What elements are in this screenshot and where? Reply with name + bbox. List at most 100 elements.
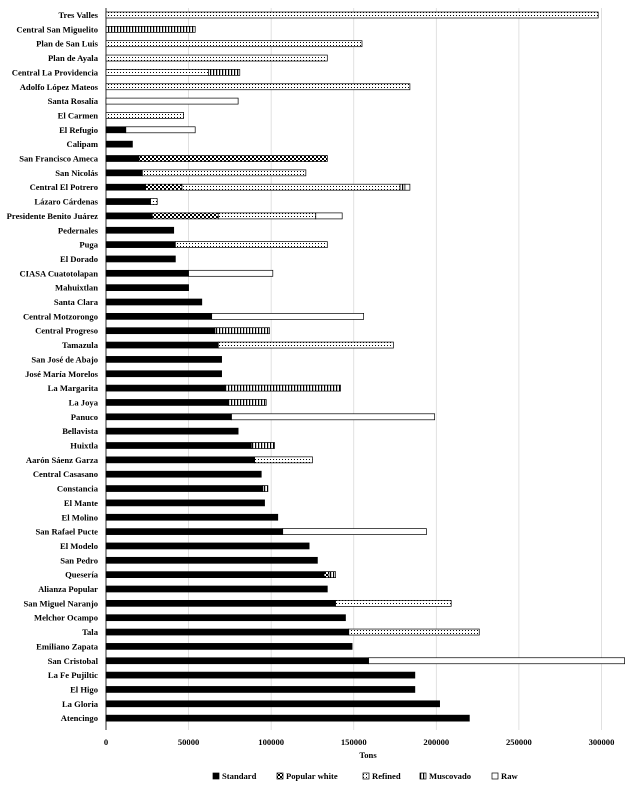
category-label-central-el-potrero: Central El Potrero	[30, 182, 98, 192]
category-label-plan-de-ayala: Plan de Ayala	[48, 53, 99, 63]
bars	[105, 11, 625, 722]
x-tick-label: 250000	[506, 737, 532, 747]
bar-la-margarita-standard	[105, 384, 226, 392]
bar-el-higo-standard	[105, 686, 416, 693]
bar-el-carmen-refined	[105, 112, 184, 119]
x-tick-label: 100000	[258, 737, 284, 747]
bar-la-joya-standard	[105, 399, 229, 406]
bar-san-nicolas-standard	[105, 169, 143, 177]
legend-label-standard: Standard	[222, 771, 257, 781]
category-label-central-progreso: Central Progreso	[35, 326, 98, 336]
bar-tala-standard	[105, 628, 350, 636]
legend-swatch-popular-white	[276, 772, 284, 780]
bar-lazaro-cardenas-standard	[105, 198, 151, 205]
legend-swatch-standard	[212, 772, 220, 780]
bar-central-progreso-standard	[105, 327, 216, 335]
bar-constancia-standard	[105, 485, 264, 492]
category-label-tala: Tala	[82, 627, 99, 637]
bar-plan-de-ayala-refined	[105, 54, 328, 62]
bar-central-el-potrero-muscovado	[399, 183, 406, 191]
category-label-pedernales: Pedernales	[58, 225, 99, 235]
bar-mahuixtlan-standard	[105, 284, 189, 291]
bar-queseria-standard	[105, 571, 325, 579]
bar-la-gloria-standard	[105, 700, 440, 708]
category-label-mahuixtlan: Mahuixtlan	[55, 283, 98, 293]
category-label-jose-maria-morelos: José María Morelos	[25, 369, 99, 379]
category-label-el-carmen: El Carmen	[58, 110, 99, 120]
bar-la-fe-pujiltic-standard	[105, 671, 416, 679]
bar-san-nicolas-refined	[141, 169, 307, 177]
category-label-emiliano-zapata: Emiliano Zapata	[36, 641, 99, 651]
category-label-san-miguel-naranjo: San Miguel Naranjo	[24, 598, 98, 608]
category-label-san-jose-de-abajo: San José de Abajo	[31, 354, 98, 364]
x-tick-label: 0	[104, 737, 108, 747]
legend-swatch-raw	[491, 772, 499, 780]
x-tick-label: 150000	[341, 737, 367, 747]
legend-label-popular-white: Popular white	[286, 771, 338, 781]
bar-central-motzorongo-standard	[105, 313, 213, 320]
bar-central-progreso-muscovado	[214, 327, 270, 335]
bar-el-refugio-standard	[105, 126, 127, 134]
category-label-bellavista: Bellavista	[62, 426, 99, 436]
bar-el-modelo-standard	[105, 542, 310, 550]
category-label-alianza-popular: Alianza Popular	[38, 584, 98, 594]
category-label-presidente-benito-juarez: Presidente Benito Juárez	[7, 211, 99, 221]
bar-ciasa-cuatotolapan-standard	[105, 269, 189, 277]
bar-ciasa-cuatotolapan-raw	[188, 269, 274, 277]
bar-alianza-popular-standard	[105, 585, 328, 593]
category-label-aaron-saenz-garza: Aarón Sáenz Garza	[26, 455, 99, 465]
category-label-melchor-ocampo: Melchor Ocampo	[34, 613, 98, 623]
bar-el-mante-standard	[105, 499, 265, 507]
bar-panuco-standard	[105, 413, 232, 421]
x-tick-label: 300000	[589, 737, 615, 747]
bar-central-san-miguelito-muscovado	[105, 26, 196, 33]
bar-la-joya-muscovado	[227, 399, 267, 406]
bar-san-pedro-standard	[105, 556, 318, 564]
bar-central-motzorongo-raw	[211, 313, 365, 320]
bar-el-refugio-raw	[125, 126, 196, 134]
bar-presidente-benito-juarez-standard	[105, 212, 153, 220]
bar-san-cristobal-raw	[368, 657, 625, 665]
bar-santa-rosalia-raw	[105, 97, 239, 105]
bar-plan-de-san-luis-refined	[105, 40, 363, 48]
category-label-central-casasano: Central Casasano	[33, 469, 98, 479]
bar-la-margarita-muscovado	[224, 384, 341, 392]
bar-huixtla-standard	[105, 442, 252, 449]
bar-pedernales-standard	[105, 226, 175, 234]
category-label-san-rafael-pucte: San Rafael Pucte	[35, 527, 98, 537]
bar-jose-maria-morelos-standard	[105, 370, 222, 378]
bar-san-miguel-naranjo-standard	[105, 599, 336, 607]
category-labels: Tres Valles Central San Miguelito Plan de …	[7, 10, 99, 723]
bar-adolfo-lopez-mateos-refined	[105, 83, 411, 91]
category-label-lazaro-cardenas: Lázaro Cárdenas	[34, 197, 98, 207]
bar-central-el-potrero-standard	[105, 183, 146, 191]
bar-central-la-providencia-refined	[105, 69, 209, 76]
category-label-san-cristobal: San Cristobal	[48, 656, 99, 666]
bar-constancia-muscovado	[262, 485, 269, 492]
bar-tamazula-refined	[217, 341, 394, 349]
legend-label-raw: Raw	[501, 771, 519, 781]
category-label-central-motzorongo: Central Motzorongo	[23, 311, 98, 321]
bar-puga-refined	[175, 241, 328, 248]
bar-atencingo-standard	[105, 714, 470, 722]
category-label-santa-clara: Santa Clara	[54, 297, 99, 307]
bar-huixtla-muscovado	[250, 442, 275, 449]
category-label-puga: Puga	[79, 240, 98, 250]
category-label-panuco: Panuco	[71, 412, 98, 422]
category-label-san-pedro: San Pedro	[60, 555, 98, 565]
bar-central-el-potrero-refined	[181, 183, 401, 191]
category-label-constancia: Constancia	[57, 484, 99, 494]
bar-puga-standard	[105, 241, 176, 248]
bar-lazaro-cardenas-refined	[150, 198, 158, 205]
bar-el-molino-standard	[105, 513, 279, 521]
category-label-santa-rosalia: Santa Rosalía	[48, 96, 99, 106]
bar-calipam-standard	[105, 140, 133, 148]
category-label-tamazula: Tamazula	[62, 340, 99, 350]
category-label-el-mante: El Mante	[64, 498, 98, 508]
bar-central-el-potrero-raw	[404, 183, 411, 191]
category-label-queseria: Quesería	[65, 570, 99, 580]
bar-bellavista-standard	[105, 427, 239, 435]
legend-label-muscovado: Muscovado	[429, 771, 471, 781]
bar-tala-refined	[348, 628, 480, 636]
bar-san-cristobal-standard	[105, 657, 369, 665]
